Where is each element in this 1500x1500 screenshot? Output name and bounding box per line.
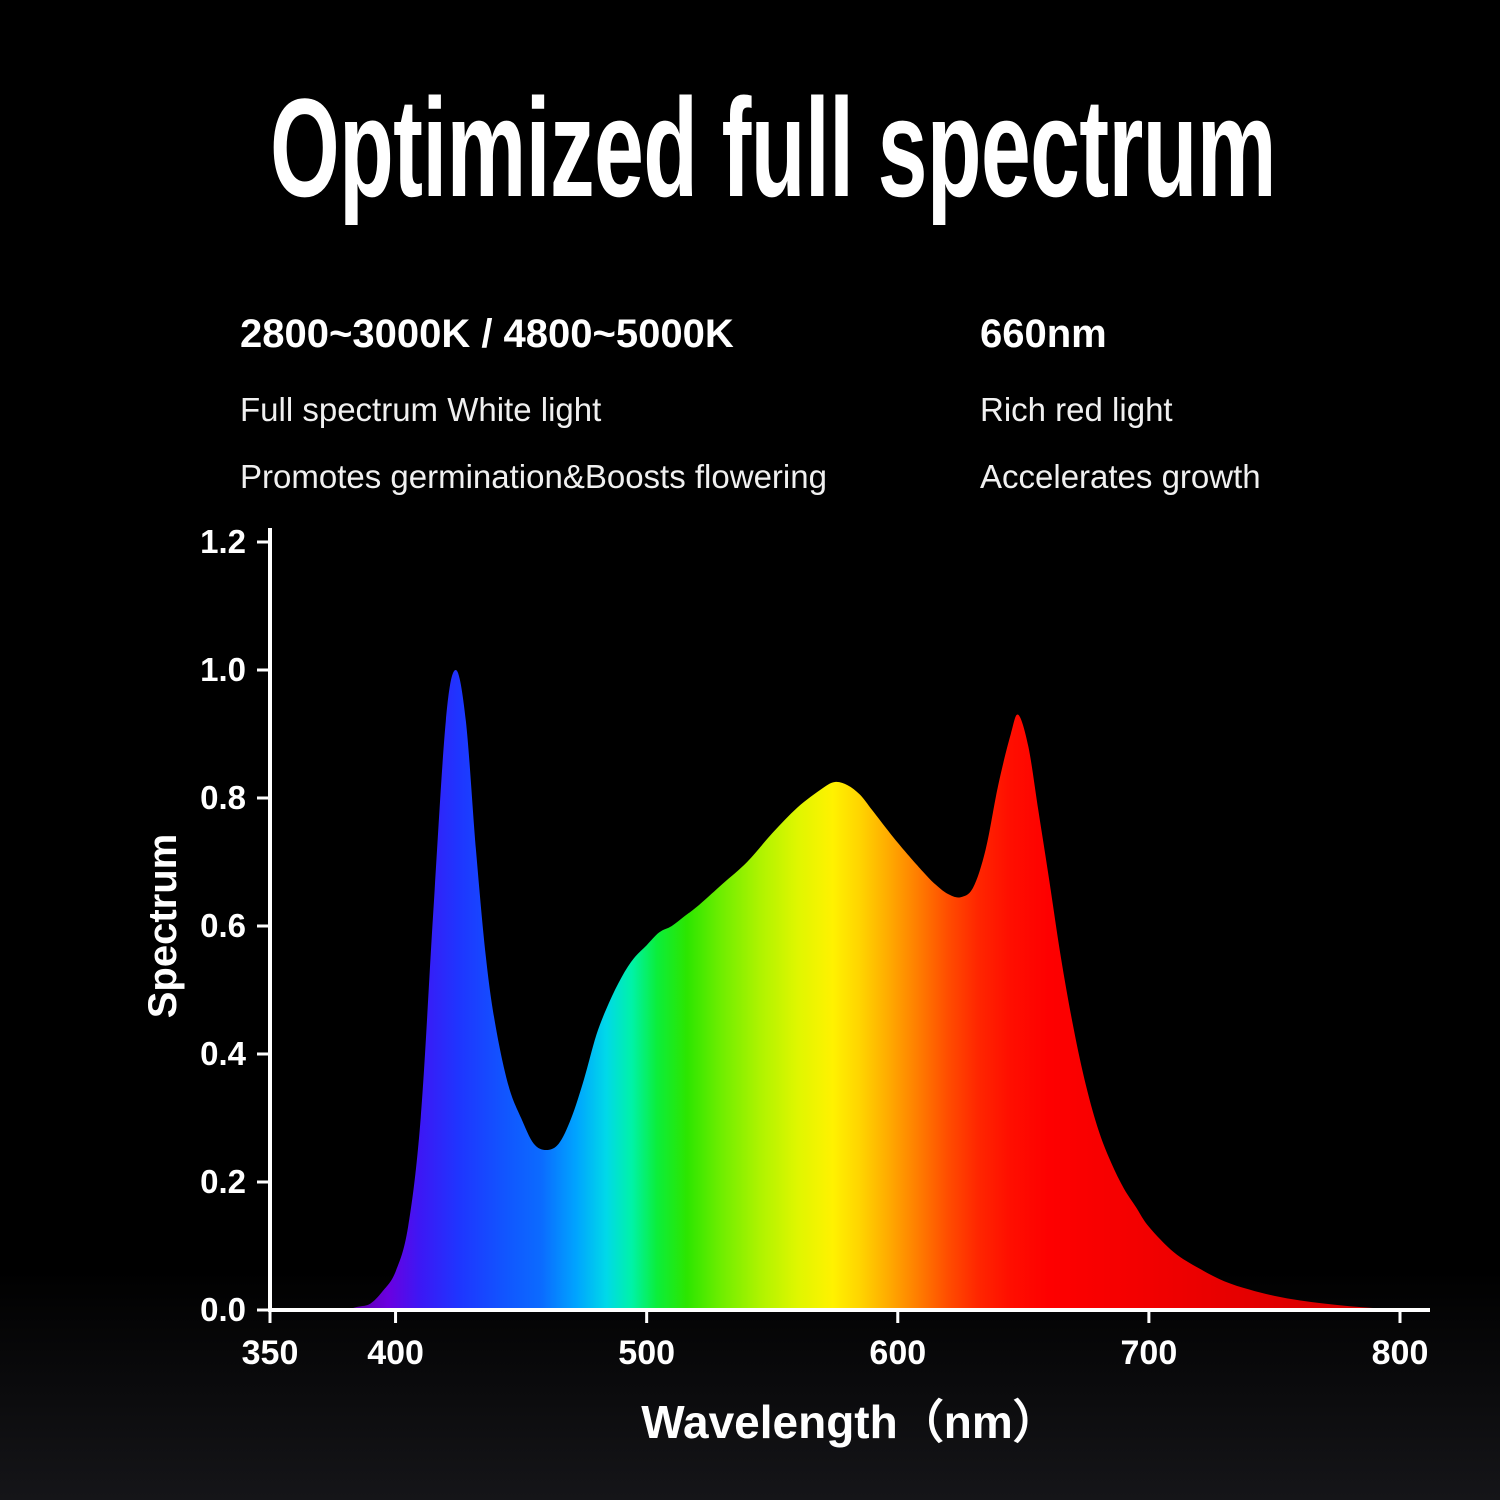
- y-axis-label: Spectrum: [141, 834, 185, 1019]
- y-tick-label: 0.8: [200, 779, 246, 816]
- x-tick-label: 700: [1121, 1334, 1178, 1372]
- y-tick-label: 1.0: [200, 651, 246, 688]
- y-tick-label: 0.0: [200, 1291, 246, 1328]
- x-tick-label: 500: [618, 1334, 675, 1372]
- feature-line-white-light: Full spectrum White light: [240, 391, 602, 428]
- x-tick-label: 400: [367, 1334, 424, 1372]
- spectrum-chart: 0.0 0.2 0.4 0.6 0.8 1.0 1.2 350 400 500 600 700 800 W…: [130, 500, 1450, 1460]
- y-tick-label: 0.4: [200, 1035, 247, 1072]
- page-title: Optimized full spectrum: [270, 69, 1276, 226]
- spectrum-chart-svg: 0.0 0.2 0.4 0.6 0.8 1.0 1.2 350 400 500 600 700 800 W…: [141, 523, 1430, 1448]
- feature-heading-kelvin: 2800~3000K / 4800~5000K: [240, 312, 734, 356]
- x-tick-label: 350: [242, 1334, 299, 1372]
- spectrum-area: [345, 670, 1400, 1310]
- y-tick-label: 1.2: [200, 523, 246, 560]
- feature-columns: 2800~3000K / 4800~5000K Full spectrum Wh…: [240, 312, 1390, 527]
- feature-line-growth: Accelerates growth: [980, 458, 1261, 496]
- x-tick-label: 800: [1372, 1334, 1429, 1372]
- feature-line-red-light: Rich red light: [980, 391, 1173, 428]
- x-tick-label: 600: [869, 1334, 926, 1372]
- feature-line-germination: Promotes germination&Boosts flowering: [240, 458, 827, 496]
- x-axis-label: Wavelength（nm）: [641, 1396, 1058, 1448]
- feature-white-light: 2800~3000K / 4800~5000K Full spectrum Wh…: [240, 312, 980, 527]
- feature-red-light: 660nm Rich red light Accelerates growth: [980, 312, 1390, 527]
- feature-heading-660nm: 660nm: [980, 312, 1107, 356]
- y-tick-label: 0.6: [200, 907, 246, 944]
- y-tick-label: 0.2: [200, 1163, 246, 1200]
